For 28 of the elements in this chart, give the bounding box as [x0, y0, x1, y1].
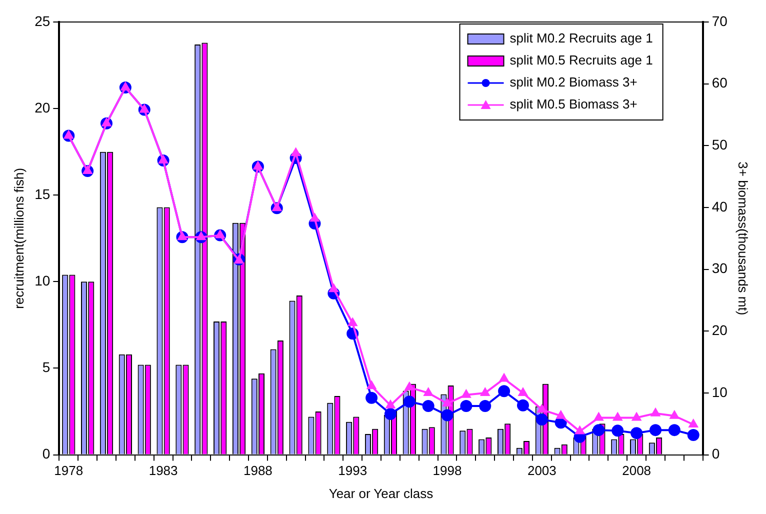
y2-tick-label: 40 — [712, 198, 728, 214]
y2-tick-label: 50 — [712, 136, 728, 153]
y2-tick-label: 10 — [712, 384, 728, 400]
y-tick-label: 20 — [34, 99, 50, 116]
x-tick-label: 2003 — [527, 463, 556, 478]
x-tick-label: 2008 — [622, 463, 652, 478]
y2-tick-label: 70 — [712, 12, 728, 29]
y-tick-label: 25 — [34, 12, 50, 29]
y2-tick-label: 0 — [712, 446, 720, 462]
y2-tick-label: 20 — [712, 322, 728, 338]
x-tick-label: 1993 — [338, 463, 368, 478]
y-tick-label: 0 — [42, 446, 50, 462]
x-tick-label: 1978 — [54, 463, 84, 478]
y2-axis-title: 3+ biomass(thousands mt) — [736, 162, 751, 316]
x-tick-label: 1998 — [432, 463, 462, 478]
y2-tick-label: 60 — [712, 74, 728, 91]
y-axis-title: recruitment(millions fish) — [11, 168, 26, 309]
x-tick-label: 1983 — [148, 463, 178, 478]
x-axis-title: Year or Year class — [328, 486, 434, 501]
legend-label: split M0.2 Recruits age 1 — [510, 30, 653, 46]
x-tick-label: 1988 — [243, 463, 272, 478]
y2-tick-label: 30 — [712, 260, 728, 276]
y-tick-label: 10 — [34, 272, 50, 289]
y-tick-label: 15 — [34, 186, 50, 202]
legend-label: split M0.5 Recruits age 1 — [510, 52, 653, 68]
legend-label: split M0.2 Biomass 3+ — [510, 74, 638, 90]
y-tick-label: 5 — [42, 359, 50, 376]
legend-label: split M0.5 Biomass 3+ — [510, 96, 638, 112]
